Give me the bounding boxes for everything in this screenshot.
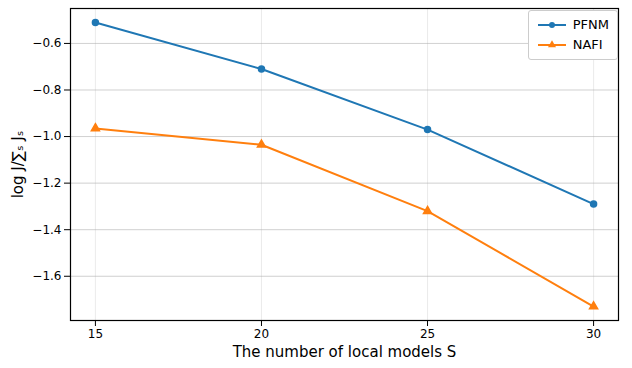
svg-text:−1.4: −1.4 (32, 223, 61, 237)
svg-text:−0.8: −0.8 (32, 83, 61, 97)
html-text:PFNM: PFNM (572, 17, 609, 32)
svg-text:30: 30 (586, 327, 601, 341)
svg-text:−1.6: −1.6 (32, 269, 61, 283)
svg-text:The number of local models S: The number of local models S (232, 343, 457, 361)
svg-text:log J/∑ₛ Jₛ: log J/∑ₛ Jₛ (9, 131, 27, 199)
svg-text:−1.0: −1.0 (32, 129, 61, 143)
svg-text:−0.6: −0.6 (32, 36, 61, 50)
svg-text:−1.2: −1.2 (32, 176, 61, 190)
svg-text:20: 20 (254, 327, 269, 341)
svg-text:25: 25 (420, 327, 435, 341)
html-text:NAFI: NAFI (572, 37, 603, 52)
svg-text:15: 15 (88, 327, 103, 341)
